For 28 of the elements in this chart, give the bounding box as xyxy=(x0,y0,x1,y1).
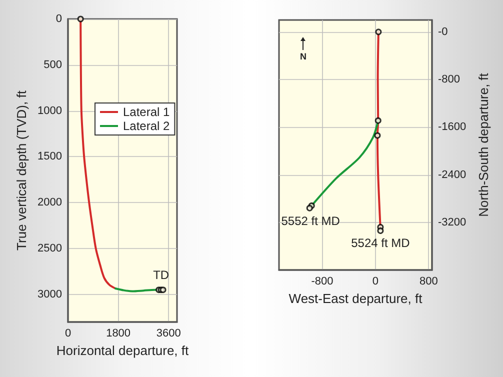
y-tick-label: 500 xyxy=(44,58,62,71)
legend-label: Lateral 2 xyxy=(123,119,170,133)
x-axis-title: Horizontal departure, ft xyxy=(56,343,190,358)
annotation: 5524 ft MD xyxy=(351,236,410,250)
x-tick-label: 800 xyxy=(419,276,438,288)
x-tick-label: 0 xyxy=(64,328,72,340)
x-tick-label: 0 xyxy=(372,276,379,288)
y-axis-title: North-South departure, ft xyxy=(476,72,492,217)
legend-label: Lateral 1 xyxy=(123,105,170,119)
y-tick-label: 1000 xyxy=(38,104,62,117)
y-tick-label: 2500 xyxy=(38,242,62,255)
y-tick-label: -0 xyxy=(438,26,448,38)
annotation: 5552 ft MD xyxy=(281,214,340,228)
y-tick-label: 1500 xyxy=(38,150,62,163)
annotation: N xyxy=(300,52,306,62)
y-tick-label: 3000 xyxy=(38,288,62,300)
y-tick-label: 0 xyxy=(56,13,62,25)
y-tick-label: -2400 xyxy=(438,168,466,181)
y-tick-label: 2000 xyxy=(38,196,62,209)
annotation: TD xyxy=(153,268,170,282)
y-axis-title: True vertical depth (TVD), ft xyxy=(14,90,29,250)
y-tick-label: -800 xyxy=(438,74,460,86)
x-tick-label: 3600 xyxy=(156,328,181,340)
x-axis-title: West-East departure, ft xyxy=(288,291,423,306)
y-tick-label: -1600 xyxy=(438,121,466,134)
y-tick-label: -3200 xyxy=(438,216,466,228)
x-tick-label: -800 xyxy=(311,276,334,288)
x-tick-label: 1800 xyxy=(106,328,131,340)
